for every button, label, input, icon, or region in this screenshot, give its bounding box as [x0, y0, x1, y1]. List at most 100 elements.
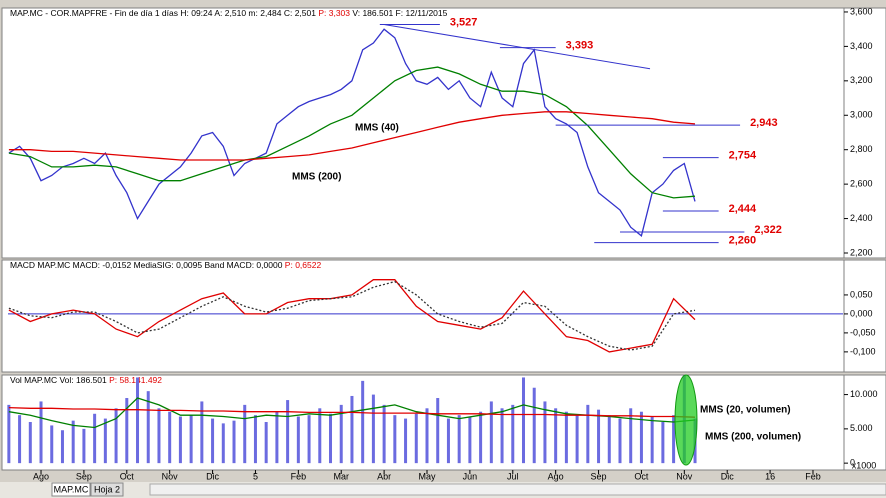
x-tick-label: Feb	[291, 471, 307, 481]
series-label: MMS (200)	[292, 172, 341, 183]
x-tick-label: Sep	[76, 471, 92, 481]
x-tick-label: Feb	[805, 471, 821, 481]
x-tick-label: Ago	[33, 471, 49, 481]
volume-bar	[28, 422, 32, 464]
y-tick-label: 3,000	[850, 110, 873, 120]
volume-bar	[425, 408, 429, 464]
volume-bar	[597, 409, 601, 464]
volume-bar	[479, 411, 483, 464]
volume-bar	[60, 430, 64, 464]
volume-bar	[157, 408, 161, 464]
y-tick-label: 5.000	[850, 423, 873, 433]
x-tick-label: Dic	[721, 471, 734, 481]
volume-bar	[232, 420, 236, 464]
volume-bar	[136, 377, 140, 464]
series-line	[8, 66, 696, 199]
panel	[1, 7, 886, 259]
volume-bar	[639, 411, 643, 464]
series-label: MMS (40)	[355, 123, 399, 134]
level-label: 3,393	[566, 40, 594, 52]
x-tick-label: 16	[765, 471, 775, 481]
header-highlight: P: 0,6522	[285, 260, 322, 270]
y-tick-label: -0,050	[850, 327, 876, 337]
volume-bar	[189, 415, 193, 464]
volume-bar	[618, 418, 622, 464]
volume-bar	[500, 408, 504, 464]
volume-bar	[511, 404, 515, 464]
y-tick-label: 0,050	[850, 289, 873, 299]
volume-bar	[50, 425, 54, 464]
y-tick-label: 3,600	[850, 6, 873, 16]
series-label: MMS (200, volumen)	[705, 432, 801, 443]
tab[interactable]	[90, 482, 124, 497]
y-tick-label: 0	[850, 458, 855, 468]
x-tick-label: Ago	[548, 471, 564, 481]
panel-header: Vol MAP.MC Vol: 186.501 P: 58.141.492	[10, 375, 162, 385]
volume-bar	[71, 420, 75, 464]
volume-bar	[114, 408, 118, 464]
volume-bar	[93, 413, 97, 464]
y-tick-label: -0,100	[850, 346, 876, 356]
volume-bar	[39, 401, 43, 464]
volume-bar	[243, 404, 247, 464]
volume-bar	[489, 401, 493, 464]
header-text: MACD MAP.MC MACD: -0,0152 MediaSIG: 0,00…	[10, 260, 285, 270]
series-label: MMS (20, volumen)	[700, 405, 791, 416]
level-label: 2,943	[750, 117, 778, 129]
volume-bar	[18, 415, 22, 464]
header-highlight: P: 3,303	[318, 8, 350, 18]
volume-bar	[661, 422, 665, 464]
volume-bar	[7, 404, 11, 464]
volume-bar	[393, 415, 397, 464]
volume-bar	[564, 411, 568, 464]
y-tick-label: 0,000	[850, 308, 873, 318]
highlight	[674, 374, 698, 466]
volume-bar	[543, 401, 547, 464]
volume-bar	[125, 398, 129, 464]
volume-bar	[329, 413, 333, 464]
panel-header: MACD MAP.MC MACD: -0,0152 MediaSIG: 0,00…	[10, 260, 321, 270]
series-line	[8, 111, 696, 161]
volume-bar	[607, 415, 611, 464]
volume-bar	[82, 428, 86, 464]
header-text: MAP.MC - COR.MAPFRE - Fin de día 1 días …	[10, 8, 318, 18]
volume-bar	[575, 415, 579, 464]
volume-bar	[414, 413, 418, 464]
y-tick-label: 10.000	[850, 389, 878, 399]
header-text: Vol MAP.MC Vol: 186.501	[10, 375, 109, 385]
series-line	[8, 280, 696, 351]
volume-bar	[339, 404, 343, 464]
volume-bar	[253, 415, 257, 464]
header-highlight: P: 58.141.492	[109, 375, 162, 385]
x-tick-label: Mar	[333, 471, 349, 481]
volume-bar	[532, 387, 536, 464]
x-tick-label: May	[418, 471, 436, 481]
tab-label[interactable]: MAP.MC	[54, 484, 89, 494]
x-tick-label: Jul	[507, 471, 519, 481]
header-tail: V: 186.501 F: 12/11/2015	[350, 8, 448, 18]
volume-bar	[307, 415, 311, 464]
volume-bar	[361, 380, 365, 464]
volume-bar	[350, 395, 354, 464]
volume-bar	[446, 418, 450, 464]
y-tick-label: 2,600	[850, 179, 873, 189]
volume-bar	[211, 418, 215, 464]
volume-bar	[200, 401, 204, 464]
volume-bar	[468, 416, 472, 464]
y-tick-label: 2,200	[850, 247, 873, 257]
x-tick-label: 5	[253, 471, 258, 481]
x-tick-label: Oct	[120, 471, 135, 481]
volume-bar	[521, 377, 525, 464]
level-label: 2,260	[729, 235, 757, 247]
tab-label[interactable]: Hoja 2	[94, 484, 120, 494]
tab[interactable]	[51, 482, 91, 497]
x-tick-label: Sep	[591, 471, 607, 481]
volume-bar	[264, 422, 268, 464]
x-tick-label: Nov	[162, 471, 179, 481]
y-tick-label: 3,200	[850, 75, 873, 85]
volume-bar	[103, 418, 107, 464]
y-tick-label: 3,400	[850, 41, 873, 51]
scrollbar[interactable]	[149, 483, 886, 496]
volume-bar	[318, 408, 322, 464]
